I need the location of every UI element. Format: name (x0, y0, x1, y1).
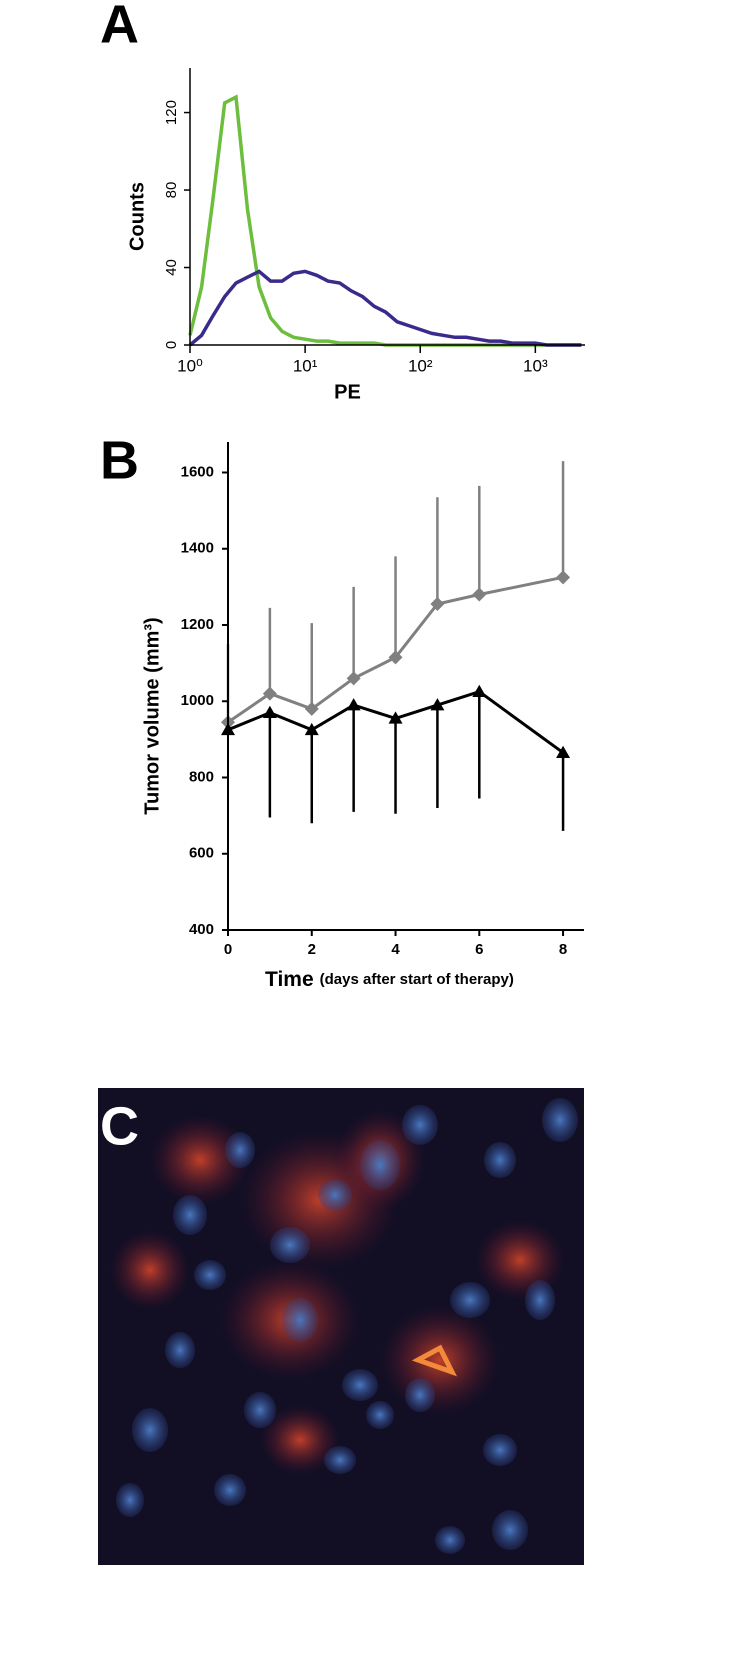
marker (388, 711, 403, 724)
histogram-line (188, 94, 582, 347)
y-tick-label: 600 (189, 845, 214, 862)
series-line (227, 690, 564, 754)
x-tick-label: 10¹ (293, 356, 318, 375)
x-tick-label: 10³ (523, 356, 548, 375)
y-tick-label: 120 (163, 100, 180, 125)
y-tick-label: 1400 (181, 540, 214, 557)
marker (346, 671, 361, 686)
y-axis-label: Tumor volume (mm³) (141, 617, 163, 814)
marker (346, 698, 361, 711)
marker (388, 650, 403, 665)
histogram-line (188, 269, 582, 347)
micrograph (98, 1088, 584, 1565)
x-axis-label: Time (days after start of therapy) (265, 968, 514, 991)
x-tick-label: 8 (559, 941, 567, 958)
marker (430, 698, 445, 711)
marker (556, 570, 571, 585)
series-line (227, 575, 564, 724)
y-tick-label: 1200 (181, 616, 214, 633)
y-tick-label: 1000 (181, 692, 214, 709)
marker (556, 745, 571, 758)
marker (262, 705, 277, 718)
panel-label: B (100, 430, 139, 490)
x-tick-label: 0 (224, 941, 232, 958)
x-tick-label: 10² (408, 356, 433, 375)
x-tick-label: 2 (308, 941, 316, 958)
marker (304, 701, 319, 716)
x-axis-label: PE (334, 381, 361, 403)
x-axis-label-main: Time (265, 968, 314, 991)
x-tick-label: 4 (391, 941, 400, 958)
y-tick-label: 80 (163, 182, 180, 199)
y-tick-label: 400 (189, 921, 214, 938)
marker (472, 587, 487, 602)
y-axis-label: Counts (126, 182, 148, 251)
marker (304, 722, 319, 736)
y-tick-label: 0 (163, 341, 180, 349)
y-tick-label: 800 (189, 768, 214, 785)
y-tick-label: 40 (163, 259, 180, 276)
x-tick-label: 6 (475, 941, 483, 958)
x-axis-label-note: (days after start of therapy) (320, 971, 514, 988)
marker (472, 684, 487, 697)
x-tick-label: 10⁰ (177, 356, 203, 375)
marker (262, 686, 277, 701)
y-tick-label: 1600 (181, 463, 214, 480)
marker (430, 597, 445, 612)
panel-label: C (100, 1096, 139, 1156)
panel-label: A (100, 0, 139, 54)
